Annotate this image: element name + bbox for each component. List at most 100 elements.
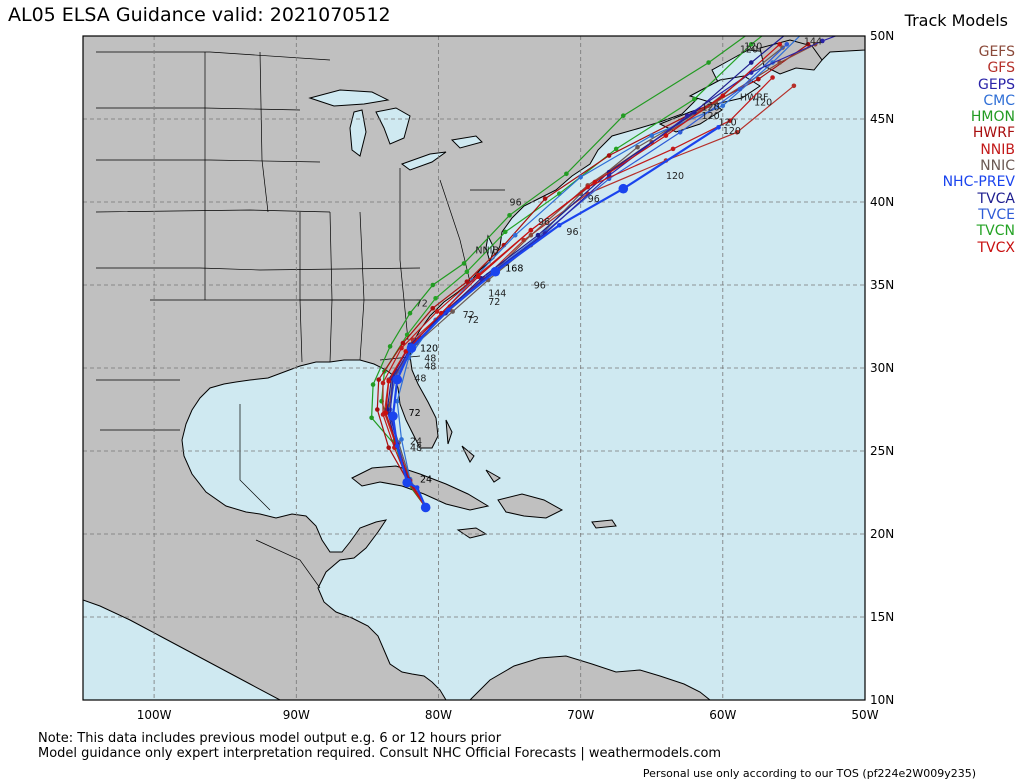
lat-tick-label: 10N xyxy=(870,693,894,707)
track-point-nnib xyxy=(380,380,386,386)
legend-entry-gfs: GFS xyxy=(987,60,1015,77)
longitude-axis: 100W 90W 80W 70W 60W 50W xyxy=(137,708,879,722)
track-point-nnic xyxy=(635,144,640,150)
legend-entry-tvcn: TVCN xyxy=(976,223,1015,240)
note-line-2: Model guidance only expert interpretatio… xyxy=(38,746,722,761)
legend-entry-tvce: TVCE xyxy=(978,206,1015,223)
lake-erie xyxy=(400,151,447,171)
track-point-tvcx xyxy=(777,42,782,47)
legend-entry-cmc: CMC xyxy=(983,92,1015,109)
forecast-hour-label: 72 xyxy=(463,310,475,321)
track-point-nhc-prev xyxy=(446,307,451,313)
track-point-tvcx xyxy=(403,349,409,354)
track-point-tvcx xyxy=(720,93,726,99)
track-point-hwrf xyxy=(375,407,380,412)
legend-entry-tvca: TVCA xyxy=(977,190,1015,207)
forecast-point-nhc-prev xyxy=(392,374,403,385)
track-point-tvcn xyxy=(692,96,697,102)
track-point-hmon xyxy=(387,344,393,349)
track-point-tvcn xyxy=(502,229,508,235)
track-point-tvcn xyxy=(748,42,754,47)
track-point-hwrf xyxy=(400,340,406,346)
legend-entry-gefs: GEFS xyxy=(978,44,1015,60)
lat-lon-grid xyxy=(83,36,865,700)
lat-tick-label: 45N xyxy=(870,112,894,126)
lake-superior xyxy=(308,89,390,107)
latitude-axis: 50N 45N 40N 35N 30N 25N 20N 15N 10N xyxy=(870,29,894,707)
track-point-nhc-prev xyxy=(716,125,721,130)
legend-entry-nnib: NNIB xyxy=(980,141,1015,158)
track-point-nhc-prev xyxy=(557,222,562,228)
legend-entry-nnic: NNIC xyxy=(980,158,1015,175)
forecast-hour-label: 96 xyxy=(538,217,550,228)
lat-tick-label: 30N xyxy=(870,361,894,375)
track-point-cmc xyxy=(806,25,811,30)
lake-michigan xyxy=(349,109,367,157)
track-point-hwrf xyxy=(805,42,811,47)
lon-tick-label: 70W xyxy=(567,708,594,722)
forecast-hour-label: 24 xyxy=(410,436,422,447)
forecast-hour-label: 120 xyxy=(420,343,438,354)
track-point-cmc xyxy=(512,232,518,238)
model-tracks: 7296HWRF12096721201209612014412096120247… xyxy=(369,9,838,513)
forecast-point-nhc-prev xyxy=(388,411,398,421)
legend-entry-geps: GEPS xyxy=(977,76,1015,93)
forecast-hour-label: 120 xyxy=(666,171,684,182)
track-models-legend: GEFS GFS GEPS CMC HMON HWRF NNIB NNIC NHC-PREV TV… xyxy=(943,44,1015,256)
forecast-point-nhc-prev xyxy=(420,502,431,513)
track-point-cmc xyxy=(720,103,726,109)
track-point-nnib xyxy=(727,118,733,123)
forecast-hour-label: 120 xyxy=(723,126,741,137)
forecast-hour-label: 144 xyxy=(488,289,506,300)
tos-notice: Personal use only according to our TOS (… xyxy=(642,767,976,780)
track-point-tvcn xyxy=(433,295,438,301)
forecast-hour-label: 144 xyxy=(804,36,822,47)
track-point-hmon xyxy=(706,60,711,65)
lat-tick-label: 40N xyxy=(870,195,894,209)
forecast-hour-label: 72 xyxy=(467,315,479,326)
forecast-point-nhc-prev xyxy=(406,343,417,353)
forecast-hour-label: 96 xyxy=(588,194,600,205)
track-point-gefs xyxy=(777,60,782,65)
track-point-hmon xyxy=(407,310,413,316)
track-point-hwrf xyxy=(756,76,761,82)
forecast-hour-label: 48 xyxy=(414,373,426,384)
track-point-tvca xyxy=(792,25,797,30)
lake-ontario xyxy=(450,135,483,149)
track-point-hwrf xyxy=(606,153,612,158)
track-point-nhc-prev xyxy=(414,485,420,490)
forecast-hour-label: 72 xyxy=(416,299,428,310)
track-point-hmon xyxy=(777,9,782,14)
track-point-hwrf xyxy=(376,377,382,382)
forecast-hour-label: 48 xyxy=(424,353,436,364)
track-point-hwrf xyxy=(430,305,436,311)
track-point-tvca xyxy=(535,232,541,238)
track-point-hmon xyxy=(507,212,512,218)
puerto-rico-land xyxy=(591,519,617,529)
track-point-tvcx xyxy=(663,133,669,138)
lat-tick-label: 35N xyxy=(870,278,894,292)
track-point-hwrf xyxy=(464,279,470,284)
forecast-hour-label: 48 xyxy=(424,362,436,373)
track-nhc-prev: 24 72 120 168 xyxy=(388,125,721,513)
forecast-hour-label: 96 xyxy=(534,280,546,291)
lon-tick-label: 50W xyxy=(851,708,878,722)
track-point-tvca xyxy=(748,60,754,65)
track-point-tvcx xyxy=(528,227,534,233)
note-line-1: Note: This data includes previous model … xyxy=(38,731,502,746)
track-point-cmc xyxy=(649,133,655,138)
forecast-hour-label: NNIB xyxy=(475,245,499,256)
track-nnib: 120 xyxy=(380,75,775,510)
track-point-tvcn xyxy=(464,269,470,275)
legend-title: Track Models xyxy=(904,11,1008,30)
track-point-geps xyxy=(820,38,825,44)
hispaniola-land xyxy=(497,493,564,519)
forecast-hour-label: 120 xyxy=(740,45,758,56)
track-point-tvcn xyxy=(792,9,797,14)
lat-tick-label: 50N xyxy=(870,29,894,43)
track-point-hmon xyxy=(370,382,376,387)
track-point-geps xyxy=(684,113,690,118)
forecast-hour-label: HWRF xyxy=(740,93,769,104)
state-borders xyxy=(95,51,505,589)
lake-huron xyxy=(375,107,411,145)
